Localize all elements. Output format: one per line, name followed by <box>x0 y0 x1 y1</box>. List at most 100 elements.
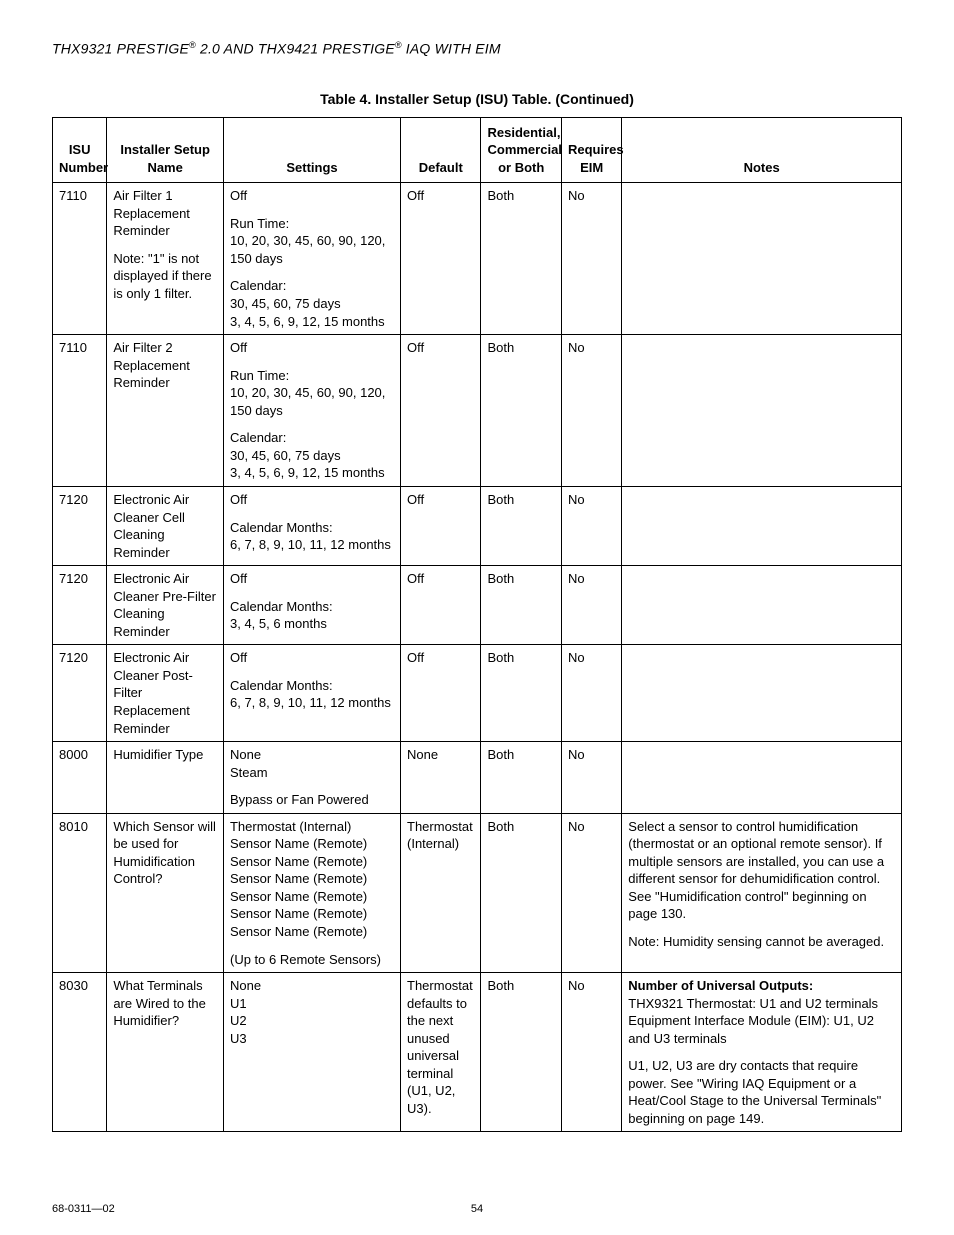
cell-notes <box>622 645 902 742</box>
setting-line: Sensor Name (Remote)Sensor Name (Remote)… <box>230 835 394 940</box>
table-row: 7110Air Filter 2 Replacement ReminderOff… <box>53 335 902 487</box>
notes-text: U1, U2, U3 are dry contacts that require… <box>628 1057 895 1127</box>
cell-isu-number: 7120 <box>53 566 107 645</box>
cell-isu-number: 7120 <box>53 645 107 742</box>
cell-settings: Off Run Time:10, 20, 30, 45, 60, 90, 120,… <box>223 183 400 335</box>
cell-settings: Off Calendar Months:3, 4, 5, 6 months <box>223 566 400 645</box>
cell-rcb: Both <box>481 335 561 487</box>
notes-text: Select a sensor to control humidificatio… <box>628 818 895 923</box>
table-row: 7110Air Filter 1 Replacement ReminderNot… <box>53 183 902 335</box>
cell-eim: No <box>561 566 621 645</box>
cell-eim: No <box>561 742 621 814</box>
cell-settings: OffRun Time:10, 20, 30, 45, 60, 90, 120,… <box>223 335 400 487</box>
isu-table: ISU Number Installer Setup Name Settings… <box>52 117 902 1133</box>
cell-settings: NoneSteamBypass or Fan Powered <box>223 742 400 814</box>
setting-line: 3, 4, 5, 6, 9, 12, 15 months <box>230 464 394 482</box>
setting-subhead: Run Time: <box>230 367 394 385</box>
hdr-eim: Requires EIM <box>561 117 621 183</box>
cell-isu-number: 7120 <box>53 486 107 565</box>
hdr-isu-number: ISU Number <box>53 117 107 183</box>
cell-isu-name: Air Filter 1 Replacement Reminder Note: "… <box>107 183 224 335</box>
hdr-notes: Notes <box>622 117 902 183</box>
cell-default: Off <box>401 566 481 645</box>
setting-line: Off <box>230 649 394 667</box>
hdr-isu-name: Installer Setup Name <box>107 117 224 183</box>
setting-line: Bypass or Fan Powered <box>230 791 394 809</box>
cell-notes: Number of Universal Outputs:THX9321 Ther… <box>622 973 902 1132</box>
cell-settings: NoneU1U2U3 <box>223 973 400 1132</box>
setting-line: Off <box>230 570 394 588</box>
cell-notes <box>622 183 902 335</box>
table-row: 8010Which Sensor will be used for Humidi… <box>53 813 902 972</box>
isu-name-main: Humidifier Type <box>113 746 217 764</box>
table-row: 7120Electronic Air Cleaner Post-Filter R… <box>53 645 902 742</box>
isu-name-main: Electronic Air Cleaner Pre-Filter Cleani… <box>113 570 217 640</box>
cell-eim: No <box>561 183 621 335</box>
setting-subhead: Calendar Months: <box>230 598 394 616</box>
setting-line: 3, 4, 5, 6, 9, 12, 15 months <box>230 313 394 331</box>
cell-isu-number: 7110 <box>53 335 107 487</box>
cell-rcb: Both <box>481 645 561 742</box>
cell-rcb: Both <box>481 813 561 972</box>
cell-rcb: Both <box>481 742 561 814</box>
cell-default: Off <box>401 335 481 487</box>
cell-isu-name: Electronic Air Cleaner Post-Filter Repla… <box>107 645 224 742</box>
cell-settings: Off Calendar Months:6, 7, 8, 9, 10, 11, 1… <box>223 645 400 742</box>
notes-bold: Number of Universal Outputs: <box>628 977 895 995</box>
table-row: 8000Humidifier TypeNoneSteamBypass or Fa… <box>53 742 902 814</box>
setting-subhead: Run Time: <box>230 215 394 233</box>
cell-settings: OffCalendar Months:6, 7, 8, 9, 10, 11, 1… <box>223 486 400 565</box>
setting-subhead: Calendar: <box>230 429 394 447</box>
setting-line: 3, 4, 5, 6 months <box>230 615 394 633</box>
cell-isu-name: Air Filter 2 Replacement Reminder <box>107 335 224 487</box>
setting-subhead: Calendar Months: <box>230 677 394 695</box>
setting-line: 30, 45, 60, 75 days <box>230 295 394 313</box>
header-prefix: THX9321 PRESTIGE <box>52 41 189 57</box>
table-caption: Table 4. Installer Setup (ISU) Table. (C… <box>52 91 902 107</box>
reg-mark-2: ® <box>395 40 402 50</box>
header-suffix: IAQ WITH EIM <box>402 41 501 57</box>
table-row: 7120Electronic Air Cleaner Cell Cleaning… <box>53 486 902 565</box>
notes-text: Note: Humidity sensing cannot be average… <box>628 933 895 951</box>
isu-name-main: Air Filter 1 Replacement Reminder <box>113 187 217 240</box>
cell-isu-number: 8030 <box>53 973 107 1132</box>
isu-name-main: What Terminals are Wired to the Humidifi… <box>113 977 217 1030</box>
document-header: THX9321 PRESTIGE® 2.0 AND THX9421 PRESTI… <box>52 40 902 57</box>
setting-line: 10, 20, 30, 45, 60, 90, 120, 150 days <box>230 232 394 267</box>
isu-name-main: Electronic Air Cleaner Post-Filter Repla… <box>113 649 217 737</box>
footer-page-number: 54 <box>335 1203 618 1215</box>
setting-line: None <box>230 977 394 995</box>
table-row: 8030What Terminals are Wired to the Humi… <box>53 973 902 1132</box>
cell-isu-name: What Terminals are Wired to the Humidifi… <box>107 973 224 1132</box>
table-header-row: ISU Number Installer Setup Name Settings… <box>53 117 902 183</box>
cell-notes <box>622 742 902 814</box>
cell-eim: No <box>561 335 621 487</box>
setting-subhead: Calendar Months: <box>230 519 394 537</box>
cell-default: Thermostat (Internal) <box>401 813 481 972</box>
cell-eim: No <box>561 486 621 565</box>
setting-line: Thermostat (Internal) <box>230 818 394 836</box>
cell-eim: No <box>561 813 621 972</box>
hdr-rcb: Residential, Commercial or Both <box>481 117 561 183</box>
setting-subhead: Calendar: <box>230 277 394 295</box>
cell-notes <box>622 335 902 487</box>
cell-rcb: Both <box>481 973 561 1132</box>
cell-notes: Select a sensor to control humidificatio… <box>622 813 902 972</box>
cell-rcb: Both <box>481 566 561 645</box>
setting-line: 30, 45, 60, 75 days <box>230 447 394 465</box>
cell-default: Off <box>401 645 481 742</box>
isu-name-main: Air Filter 2 Replacement Reminder <box>113 339 217 392</box>
header-mid: 2.0 AND THX9421 PRESTIGE <box>196 41 395 57</box>
cell-notes <box>622 486 902 565</box>
setting-line: 6, 7, 8, 9, 10, 11, 12 months <box>230 694 394 712</box>
isu-name-main: Electronic Air Cleaner Cell Cleaning Rem… <box>113 491 217 561</box>
reg-mark-1: ® <box>189 40 196 50</box>
isu-name-note: Note: "1" is not displayed if there is o… <box>113 250 217 303</box>
setting-line: Off <box>230 187 394 205</box>
cell-isu-name: Which Sensor will be used for Humidifica… <box>107 813 224 972</box>
cell-default: Off <box>401 183 481 335</box>
cell-default: None <box>401 742 481 814</box>
setting-line: None <box>230 746 394 764</box>
hdr-settings: Settings <box>223 117 400 183</box>
notes-text: THX9321 Thermostat: U1 and U2 terminalsE… <box>628 995 895 1048</box>
